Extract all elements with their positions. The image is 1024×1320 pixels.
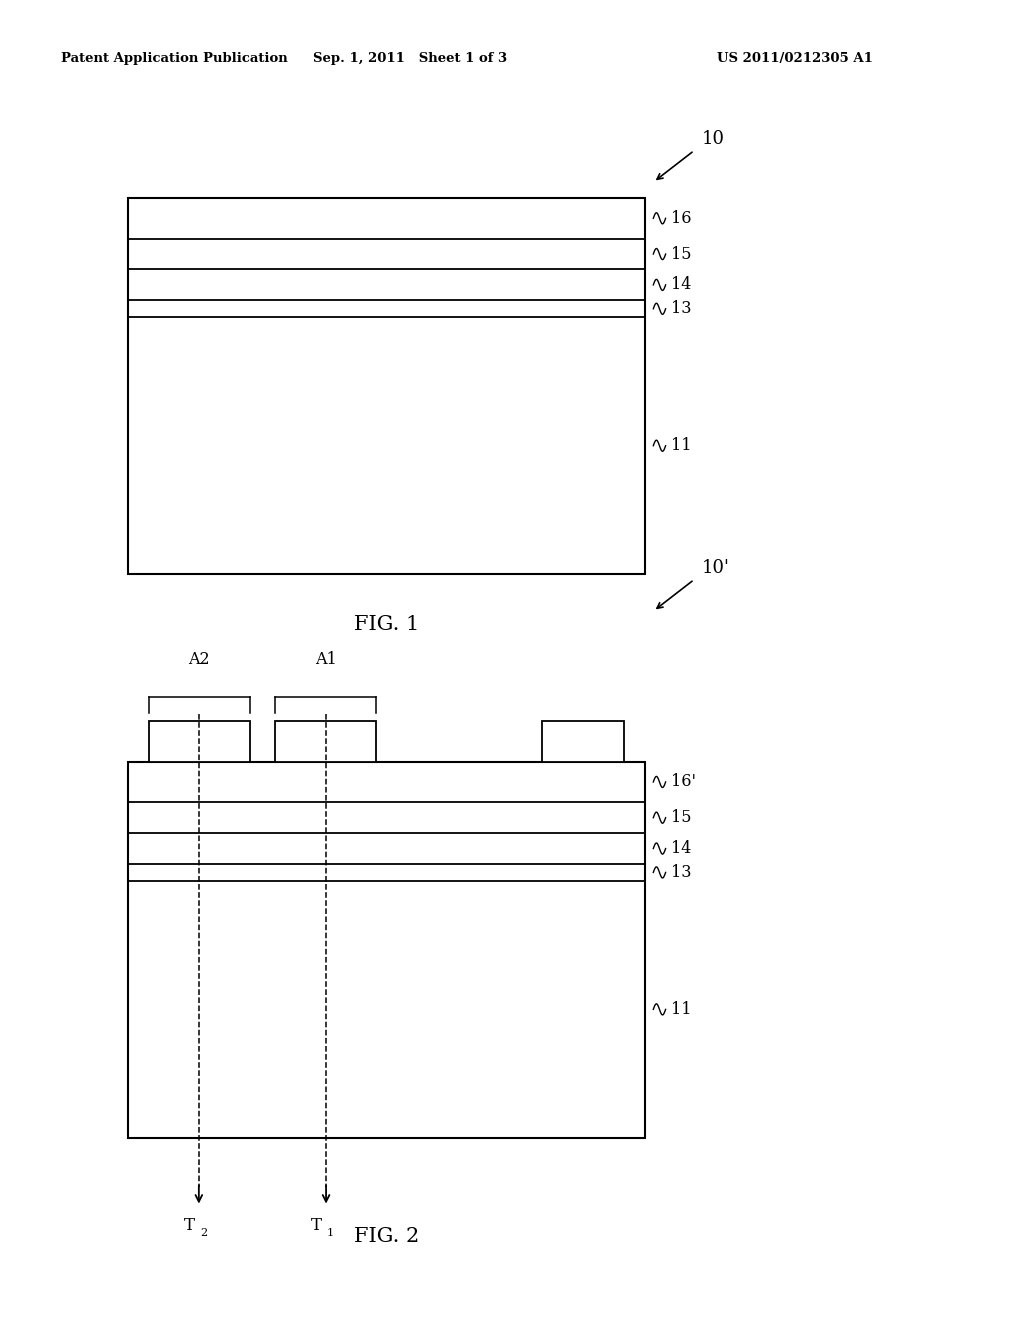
Text: 11: 11 [671,1001,691,1018]
Text: 10: 10 [701,129,724,148]
Text: 16: 16 [671,210,691,227]
Text: 15: 15 [671,246,691,263]
Bar [128,198,645,574]
Text: FIG. 2: FIG. 2 [354,1228,419,1246]
Text: US 2011/0212305 A1: US 2011/0212305 A1 [717,51,872,65]
Text: 2: 2 [200,1228,207,1238]
Text: T: T [311,1217,322,1234]
Text: A1: A1 [315,651,337,668]
Text: T: T [183,1217,195,1234]
Text: 13: 13 [671,300,691,317]
Bar [128,762,645,1138]
Bar [542,721,625,762]
Text: 16': 16' [671,774,695,791]
Bar [148,721,250,762]
Text: 11: 11 [671,437,691,454]
Text: 14: 14 [671,840,691,857]
Bar [275,721,376,762]
Text: Patent Application Publication: Patent Application Publication [61,51,288,65]
Text: Sep. 1, 2011   Sheet 1 of 3: Sep. 1, 2011 Sheet 1 of 3 [312,51,507,65]
Text: A2: A2 [188,651,210,668]
Text: 13: 13 [671,863,691,880]
Text: 10': 10' [701,558,729,577]
Text: 15: 15 [671,809,691,826]
Text: 14: 14 [671,276,691,293]
Text: 1: 1 [327,1228,334,1238]
Text: FIG. 1: FIG. 1 [354,615,419,634]
